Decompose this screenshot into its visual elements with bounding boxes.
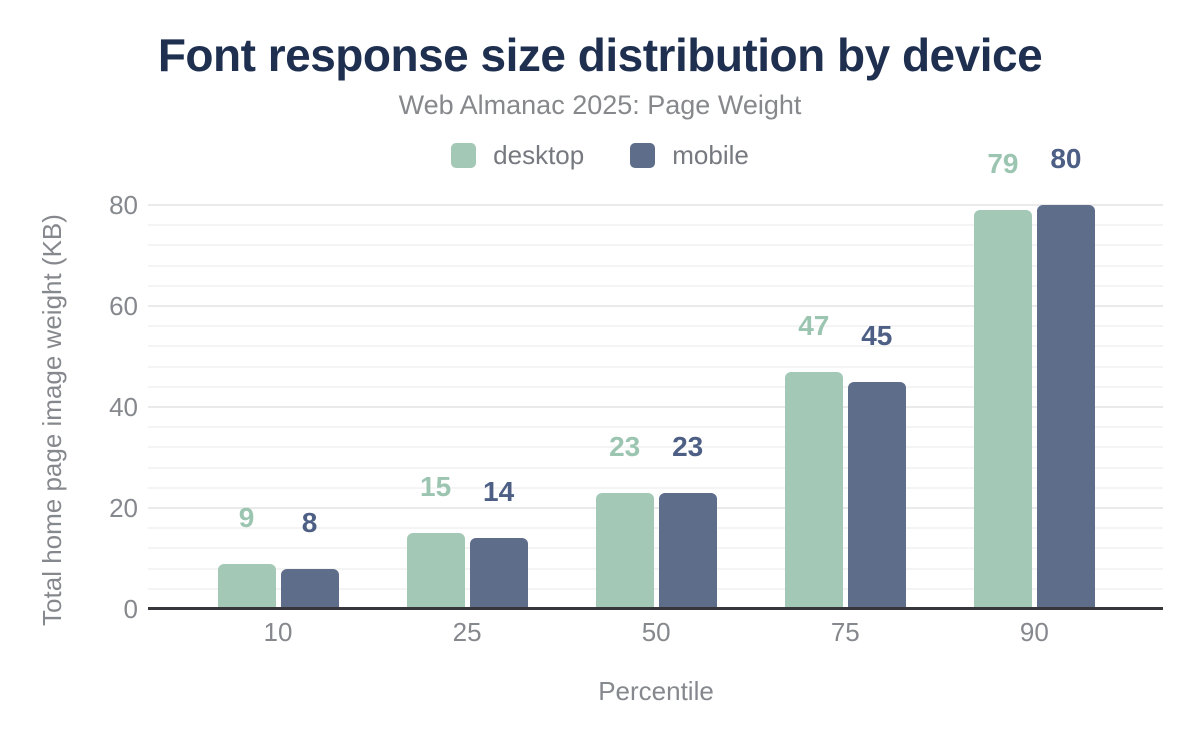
legend-item-desktop: desktop: [451, 140, 584, 171]
minor-gridline: [148, 345, 1163, 348]
bar-mobile-p50: [658, 493, 717, 609]
x-tick-label: 75: [830, 617, 860, 647]
y-tick-label: 60: [109, 291, 138, 321]
legend-item-mobile: mobile: [630, 140, 749, 171]
x-axis-title: Percentile: [598, 676, 714, 706]
minor-gridline: [148, 365, 1163, 368]
y-tick-label: 0: [123, 594, 138, 624]
bar-value-label: 23: [609, 431, 641, 462]
bar-value-label: 23: [672, 431, 704, 462]
bar-value-label: 79: [987, 148, 1019, 179]
minor-gridline: [148, 486, 1163, 489]
x-tick-label: 10: [263, 617, 293, 647]
bar-desktop-p10: [217, 564, 276, 609]
mobile-swatch-icon: [630, 143, 656, 168]
bar-mobile-p90: [1036, 205, 1095, 609]
chart-subtitle: Web Almanac 2025: Page Weight: [398, 90, 802, 120]
major-gridline: [148, 305, 1163, 307]
minor-gridline: [148, 446, 1163, 449]
x-tick-label: 50: [641, 617, 671, 647]
x-tick-label: 90: [1019, 617, 1049, 647]
plot-area: 9 8 15 14 23 23 47 45 79 80: [148, 145, 1163, 609]
bar-mobile-p25: [469, 538, 528, 609]
bar-desktop-p90: [973, 210, 1032, 609]
minor-gridline: [148, 466, 1163, 469]
bar-value-label: 47: [798, 310, 830, 341]
bar-value-label: 8: [301, 507, 318, 538]
minor-gridline: [148, 244, 1163, 247]
desktop-swatch-icon: [451, 143, 477, 168]
x-axis-baseline: [148, 607, 1163, 610]
bar-value-label: 15: [420, 471, 452, 502]
legend-label: desktop: [493, 140, 585, 170]
minor-gridline: [148, 284, 1163, 287]
bar-value-label: 80: [1050, 143, 1082, 174]
bar-desktop-p75: [784, 372, 843, 609]
legend: desktop mobile: [0, 140, 1200, 171]
minor-gridline: [148, 264, 1163, 267]
bar-value-label: 9: [238, 502, 255, 533]
bar-desktop-p25: [406, 533, 465, 609]
chart-title: Font response size distribution by devic…: [157, 29, 1043, 81]
minor-gridline: [148, 547, 1163, 550]
bar-mobile-p75: [847, 382, 906, 609]
y-tick-label: 40: [109, 392, 138, 422]
minor-gridline: [148, 325, 1163, 328]
bar-mobile-p10: [280, 569, 339, 609]
minor-gridline: [148, 527, 1163, 530]
minor-gridline: [148, 385, 1163, 388]
minor-gridline: [148, 224, 1163, 227]
major-gridline: [148, 507, 1163, 509]
y-tick-label: 80: [109, 190, 138, 220]
major-gridline: [148, 406, 1163, 408]
bar-value-label: 45: [861, 320, 893, 351]
major-gridline: [148, 204, 1163, 206]
minor-gridline: [148, 587, 1163, 590]
y-axis-title: Total home page image weight (KB): [37, 214, 67, 626]
minor-gridline: [148, 426, 1163, 429]
legend-label: mobile: [672, 140, 749, 170]
minor-gridline: [148, 567, 1163, 570]
x-tick-label: 25: [452, 617, 482, 647]
y-tick-label: 20: [109, 493, 138, 523]
bar-value-label: 14: [483, 476, 515, 507]
bar-desktop-p50: [595, 493, 654, 609]
